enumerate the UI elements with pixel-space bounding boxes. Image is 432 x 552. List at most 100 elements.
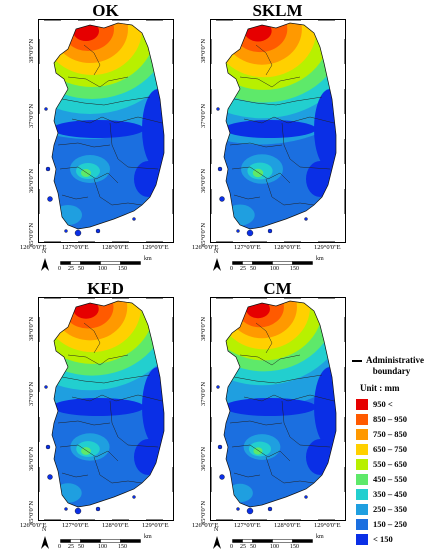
legend-item: 650 – 750 — [356, 443, 407, 455]
scale-bar — [60, 539, 141, 543]
latitude-label: 36°0'0"N — [200, 168, 207, 193]
map-panel-ok: OK 38°0'0"N 37°0'0"N 36°0'0"N 35°0'0"N 126°0'… — [18, 2, 193, 274]
administrative-boundary — [255, 44, 273, 76]
scale-bar — [232, 539, 313, 543]
coastline — [223, 300, 337, 508]
scale-unit-label: km — [144, 534, 152, 540]
legend-swatch — [356, 518, 368, 530]
precipitation-map — [210, 19, 346, 243]
scale-tick-label: 50 — [250, 266, 256, 272]
map-frame — [210, 19, 346, 243]
legend-swatch — [356, 503, 368, 515]
island — [132, 495, 136, 499]
island — [132, 217, 136, 221]
administrative-boundary — [231, 444, 291, 462]
latitude-label: 36°0'0"N — [200, 446, 207, 471]
latitude-label: 38°0'0"N — [28, 38, 35, 63]
scale-tick-label: 50 — [78, 266, 84, 272]
island — [44, 107, 48, 111]
latitude-label: 38°0'0"N — [200, 38, 207, 63]
longitude-label: 129°0'0"E — [314, 244, 341, 251]
administrative-boundary — [109, 122, 159, 170]
precip-local-zone — [252, 168, 264, 178]
island — [236, 507, 240, 511]
precip-local-zone — [227, 483, 253, 503]
scale-bar — [232, 261, 313, 265]
panel-title: KED — [87, 279, 124, 298]
legend-item: 550 – 650 — [356, 458, 407, 470]
administrative-boundary — [229, 142, 283, 148]
precip-class-lt-150 — [314, 89, 336, 169]
map-border — [210, 297, 346, 521]
map-frame — [38, 297, 174, 521]
precipitation-map — [38, 19, 174, 243]
administrative-boundary — [231, 166, 291, 184]
island — [217, 444, 223, 450]
island — [219, 474, 225, 480]
administrative-boundary — [57, 420, 111, 426]
precip-local-zone — [253, 447, 263, 455]
longitude-label: 127°0'0"E — [234, 244, 261, 251]
legend-item: 450 – 550 — [356, 473, 407, 485]
scale-bar — [60, 261, 141, 265]
administrative-boundary — [265, 178, 315, 206]
latitude-label: 36°0'0"N — [28, 446, 35, 471]
scale-tick-label: 0 — [58, 544, 61, 550]
longitude-label: 128°0'0"E — [274, 522, 301, 529]
longitude-label: 126°0'0"E — [20, 244, 47, 251]
island — [304, 495, 308, 499]
precip-class-950-plus — [244, 23, 272, 42]
administrative-boundary — [61, 194, 89, 200]
island — [246, 507, 254, 515]
precip-local-zone — [54, 205, 82, 225]
legend-swatch — [356, 413, 368, 425]
administrative-boundary — [83, 322, 101, 354]
administrative-boundary — [59, 166, 119, 184]
north-label: N — [214, 249, 219, 255]
longitude-label: 126°0'0"E — [192, 522, 219, 529]
legend-label: 650 – 750 — [373, 444, 407, 454]
scale-tick-label: 150 — [290, 266, 299, 272]
scale-unit-label: km — [316, 256, 324, 262]
island — [74, 229, 82, 237]
scale-tick-label: 100 — [270, 266, 279, 272]
island — [74, 507, 82, 515]
latitude-label: 37°0'0"N — [200, 103, 207, 128]
island — [219, 196, 225, 202]
administrative-boundary — [83, 44, 101, 76]
island — [47, 196, 53, 202]
legend-swatch — [356, 488, 368, 500]
legend-item: 150 – 250 — [356, 518, 407, 530]
longitude-label: 127°0'0"E — [62, 522, 89, 529]
longitude-label: 128°0'0"E — [274, 244, 301, 251]
scale-unit-label: km — [144, 256, 152, 262]
north-label: N — [42, 249, 47, 255]
map-border — [38, 297, 174, 521]
administrative-boundary — [233, 96, 323, 106]
island — [217, 166, 223, 172]
scale-tick-label: 25 — [240, 544, 246, 550]
legend-swatch — [356, 443, 368, 455]
administrative-boundary — [281, 400, 331, 448]
longitude-label: 126°0'0"E — [192, 244, 219, 251]
island — [267, 506, 273, 512]
administrative-boundary — [239, 354, 301, 366]
precip-class-lt-150 — [142, 89, 164, 169]
administrative-boundary — [243, 394, 335, 402]
administrative-boundary — [61, 374, 151, 384]
precip-local-zone — [81, 169, 91, 177]
legend-label: 850 – 950 — [373, 414, 407, 424]
scale-tick-label: 25 — [68, 266, 74, 272]
scale-tick-label: 100 — [98, 544, 107, 550]
administrative-boundary — [71, 394, 163, 402]
precip-class-lt-150 — [224, 120, 316, 138]
scale-tick-label: 0 — [230, 544, 233, 550]
longitude-label: 127°0'0"E — [62, 244, 89, 251]
island — [216, 385, 220, 389]
administrative-boundary — [255, 322, 273, 354]
island — [45, 444, 51, 450]
legend-swatch — [356, 533, 368, 545]
precipitation-map — [210, 297, 346, 521]
island — [236, 229, 240, 233]
legend-item: 950 < — [356, 398, 393, 410]
